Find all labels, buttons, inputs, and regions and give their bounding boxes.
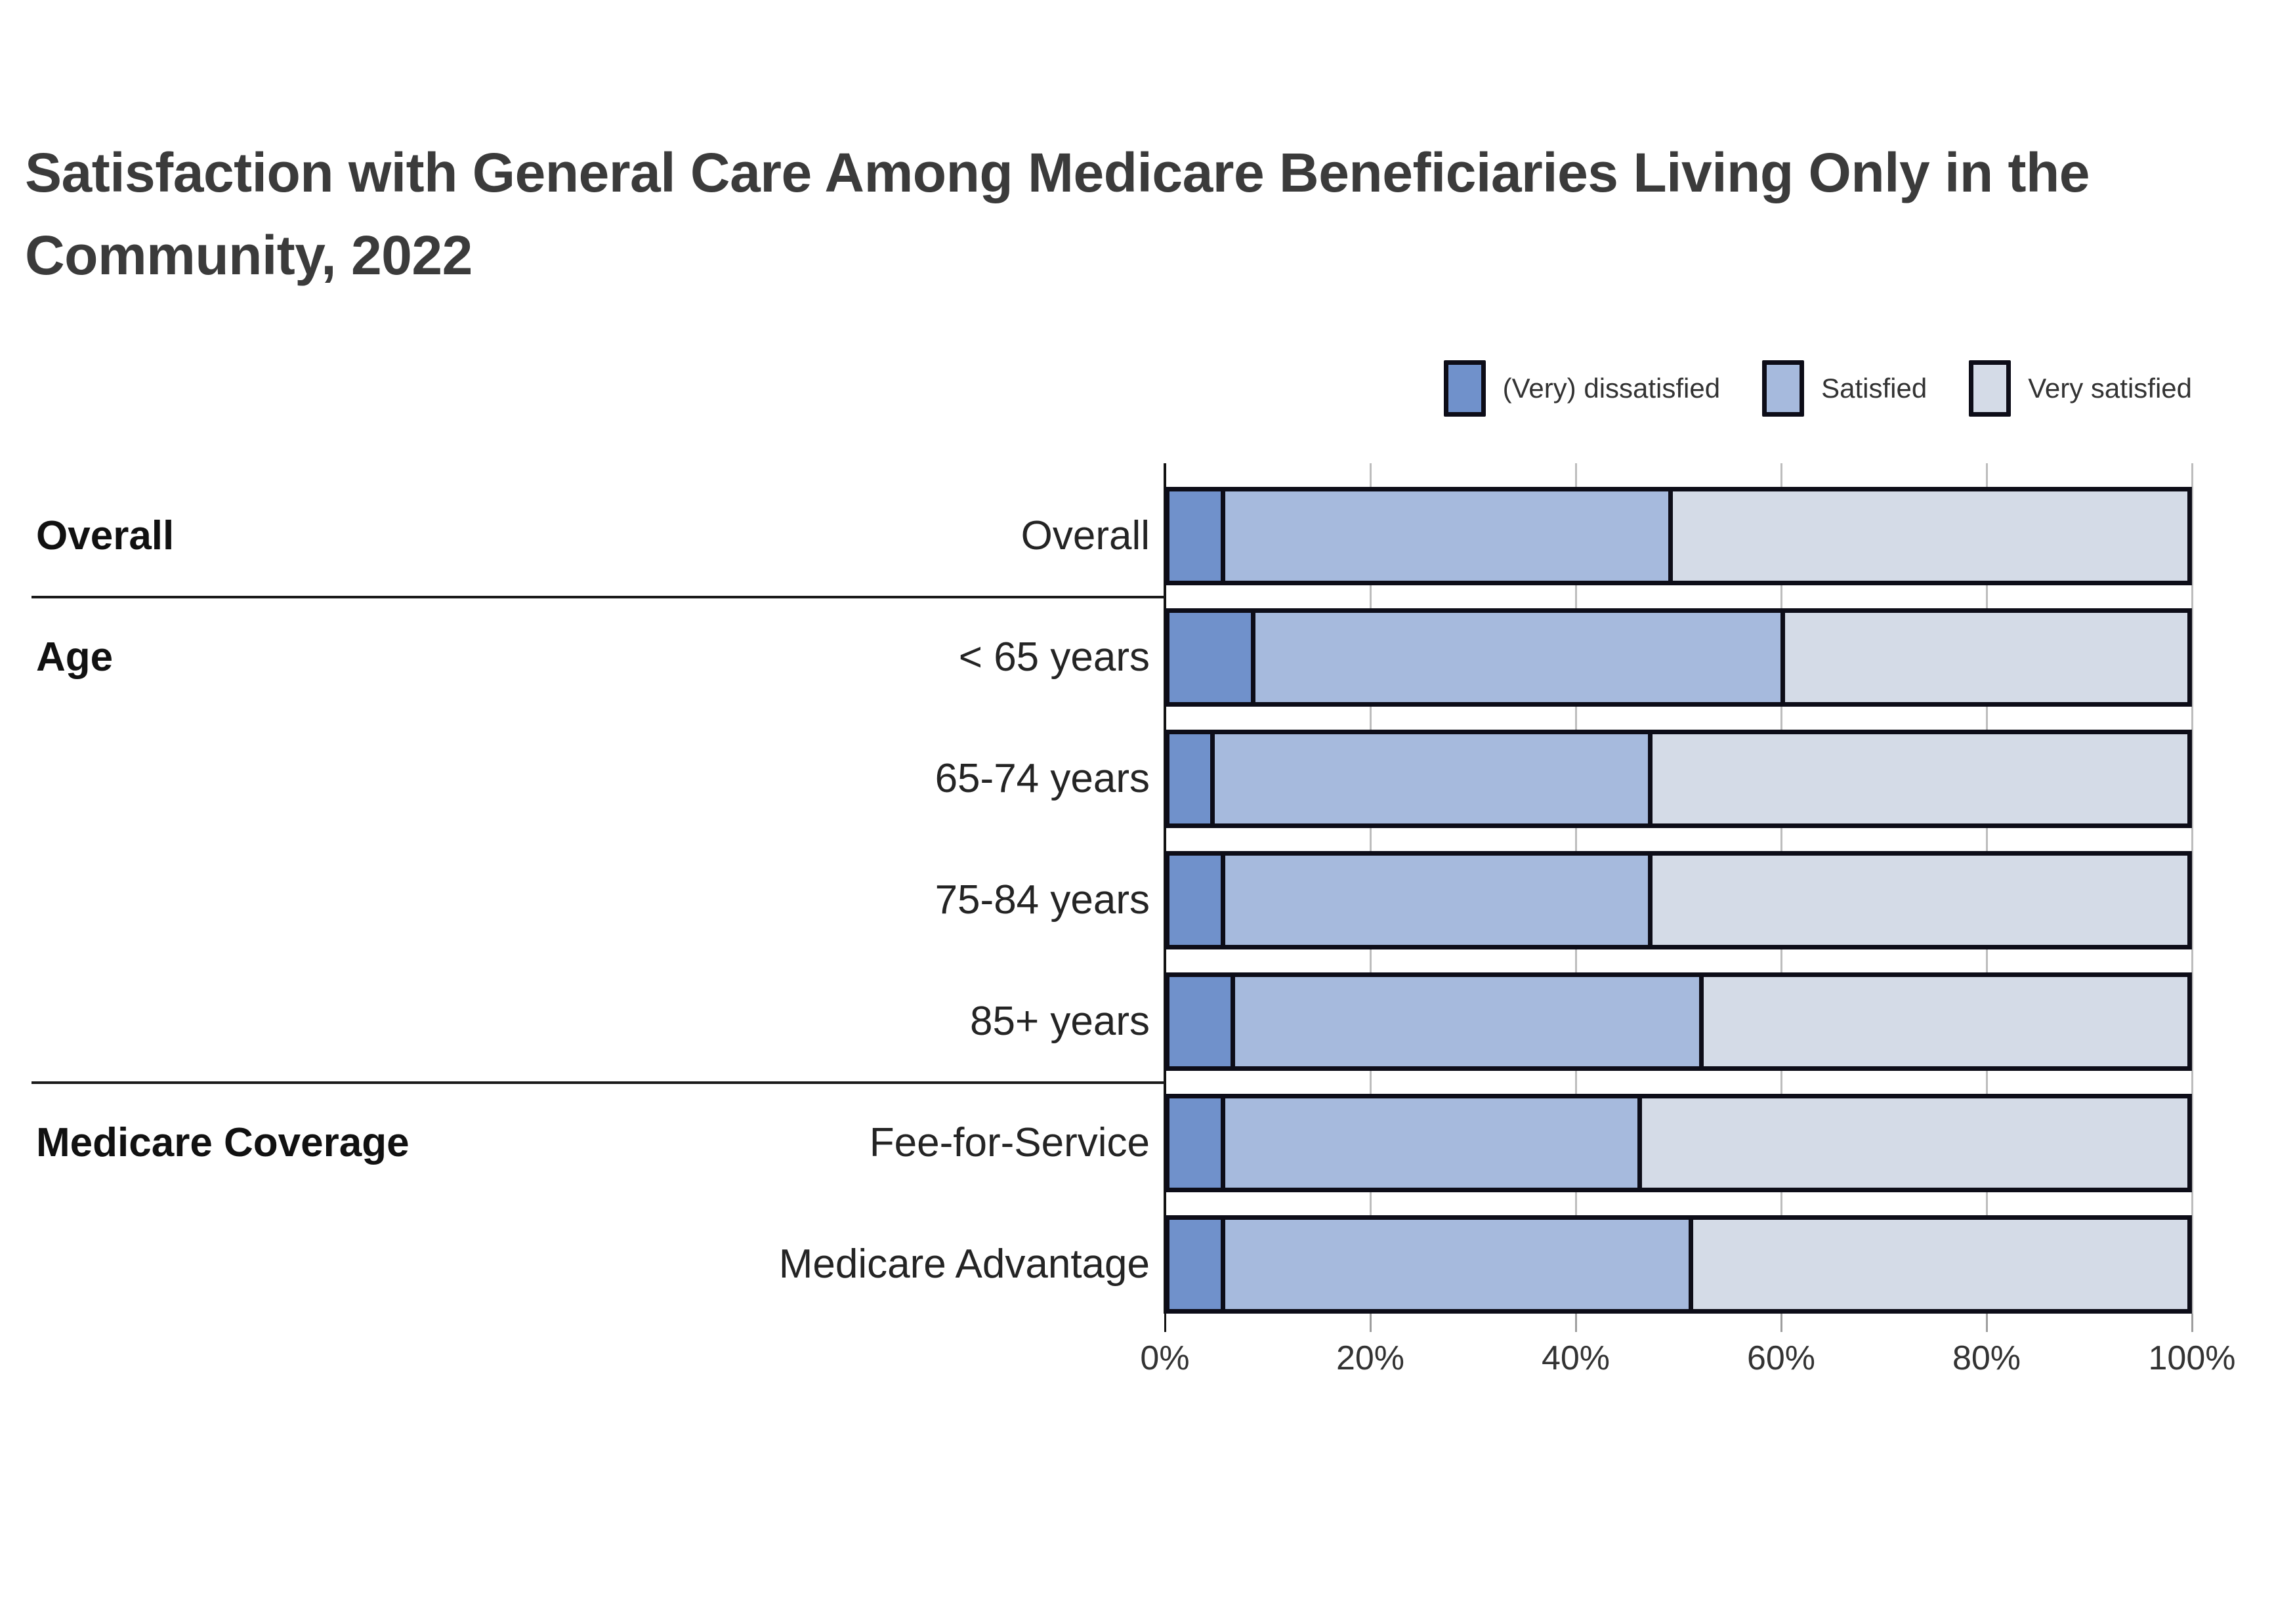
x-tick-label: 0% xyxy=(1140,1339,1190,1377)
bar-segment-satisfied xyxy=(1220,491,1668,581)
legend-item-very-satisfied: Very satisfied xyxy=(1969,360,2192,417)
category-label: Fee-for-Service xyxy=(869,1120,1150,1165)
stacked-bar-85-years xyxy=(1165,972,2192,1071)
bar-segment-very-satisfied xyxy=(1698,977,2187,1066)
stacked-bar-65-74-years xyxy=(1165,730,2192,828)
bar-segment-very-satisfied xyxy=(1668,491,2187,581)
bar-segment-satisfied xyxy=(1220,1220,1689,1309)
bar-segment--very-dissatisfied xyxy=(1169,1220,1221,1309)
bar-segment--very-dissatisfied xyxy=(1169,856,1221,945)
x-tick-label: 80% xyxy=(1952,1339,2021,1377)
bar-segment--very-dissatisfied xyxy=(1169,491,1221,581)
stacked-bar-fee-for-service xyxy=(1165,1094,2192,1192)
bar-segment--very-dissatisfied xyxy=(1169,613,1252,702)
stacked-bar-overall xyxy=(1165,487,2192,585)
legend-swatch-very-satisfied xyxy=(1969,360,2011,417)
bar-segment--very-dissatisfied xyxy=(1169,734,1211,823)
category-label: 75-84 years xyxy=(935,877,1150,923)
bar-segment-satisfied xyxy=(1220,856,1648,945)
legend-label: Satisfied xyxy=(1821,373,1927,404)
bar-segment-satisfied xyxy=(1251,613,1780,702)
x-tick-mark xyxy=(1164,1314,1166,1332)
bar-segment-satisfied xyxy=(1220,1098,1638,1188)
legend-label: (Very) dissatisfied xyxy=(1502,373,1721,404)
group-label-medicare-coverage: Medicare Coverage xyxy=(36,1120,410,1165)
x-tick-label: 60% xyxy=(1746,1339,1816,1377)
legend-item-satisfied: Satisfied xyxy=(1762,360,1927,417)
legend-label: Very satisfied xyxy=(2028,373,2192,404)
bar-segment-very-satisfied xyxy=(1637,1098,2187,1188)
x-tick-label: 20% xyxy=(1336,1339,1405,1377)
legend-swatch-dissatisfied xyxy=(1443,360,1486,417)
legend: (Very) dissatisfied Satisfied Very satis… xyxy=(1443,360,2192,417)
bar-segment--very-dissatisfied xyxy=(1169,977,1231,1066)
x-tick-label: 40% xyxy=(1541,1339,1611,1377)
bar-segment-very-satisfied xyxy=(1647,734,2187,823)
bar-segment-very-satisfied xyxy=(1689,1220,2187,1309)
category-label: 85+ years xyxy=(969,999,1150,1044)
category-label: Overall xyxy=(1021,513,1150,558)
section-separator xyxy=(32,596,1165,598)
category-label: Medicare Advantage xyxy=(778,1241,1150,1287)
x-tick-mark xyxy=(1370,1314,1372,1332)
legend-item-dissatisfied: (Very) dissatisfied xyxy=(1443,360,1721,417)
category-label: 65-74 years xyxy=(935,756,1150,801)
legend-swatch-satisfied xyxy=(1762,360,1805,417)
group-label-overall: Overall xyxy=(36,513,175,558)
bar-segment-satisfied xyxy=(1210,734,1648,823)
category-label: < 65 years xyxy=(958,635,1150,680)
bar-segment--very-dissatisfied xyxy=(1169,1098,1221,1188)
group-label-age: Age xyxy=(36,635,114,680)
bar-segment-satisfied xyxy=(1231,977,1699,1066)
stacked-bar--65-years xyxy=(1165,608,2192,707)
stacked-bar-medicare-advantage xyxy=(1165,1215,2192,1314)
stacked-bar-75-84-years xyxy=(1165,851,2192,949)
x-tick-label: 100% xyxy=(2148,1339,2236,1377)
x-tick-mark xyxy=(1780,1314,1782,1332)
gridline xyxy=(2191,463,2193,1314)
x-tick-mark xyxy=(2191,1314,2193,1332)
bar-segment-very-satisfied xyxy=(1647,856,2187,945)
x-tick-mark xyxy=(1986,1314,1988,1332)
chart-title: Satisfaction with General Care Among Med… xyxy=(25,142,2090,286)
x-tick-mark xyxy=(1575,1314,1577,1332)
section-separator xyxy=(32,1081,1165,1084)
bar-segment-very-satisfied xyxy=(1780,613,2187,702)
